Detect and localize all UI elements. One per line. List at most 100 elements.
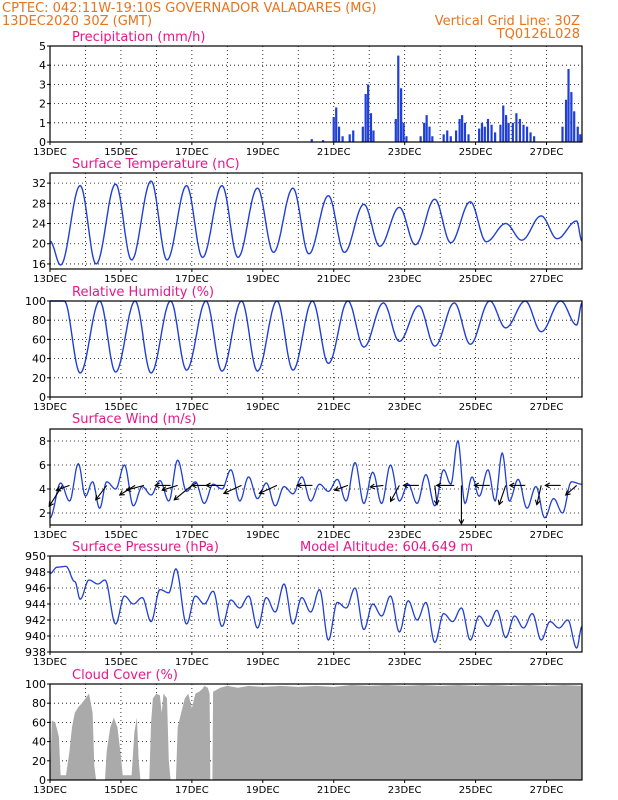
precip-xtick-label: 17DEC [175,147,209,158]
wind-vector [498,485,507,505]
wind-xtick-label: 23DEC [388,530,422,541]
precip-bar [561,126,564,142]
cloud-ytick-label: 60 [32,716,46,729]
wind-xtick-label: 25DEC [459,530,493,541]
pressure-panel: 938 940 942 944 946 948 950 13DEC 15DEC 17DEC 19DE… [25,550,583,668]
wind-xtick-label: 15DEC [104,530,138,541]
precip-xtick-label: 23DEC [388,147,422,158]
temp-line [49,180,583,266]
wind-vector-head [544,482,550,489]
precip-bar [458,118,461,142]
cloud-xtick-label: 21DEC [317,785,351,796]
wind-ytick-label: 4 [39,483,46,496]
temp-xtick-label: 19DEC [246,274,280,285]
header-model: TQ0126L028 [496,27,580,42]
temp-ytick-label: 20 [32,238,46,251]
wind-speed-line [49,439,582,519]
precip-bar [522,124,525,142]
wind-vector-head [154,482,160,489]
wind-vector-head [389,496,396,503]
precip-bar [402,122,405,142]
precip-bar [310,139,313,142]
temp-xtick-label: 17DEC [175,274,209,285]
cloud-ytick-label: 20 [32,755,46,768]
wind-panel: 2 4 6 8 13DEC 15DEC 17DEC 19DEC 21DEC 23DEC 25DEC 2… [33,428,583,541]
precip-bar [579,134,582,142]
precip-bar [478,128,481,142]
rh-xtick-label: 21DEC [317,402,351,413]
wind-ytick-label: 6 [39,459,46,472]
precip-bar [518,118,522,142]
cloud-xtick-label: 25DEC [459,785,493,796]
precip-bar [367,84,370,142]
rh-ytick-label: 20 [32,372,46,385]
wind-vector-head [497,499,504,506]
precip-title: Precipitation (mm/h) [72,30,205,45]
wind-vector-head [161,486,168,492]
temp-title: Surface Temperature (nC) [72,157,240,172]
cloud-xtick-label: 27DEC [530,785,564,796]
temp-ytick-label: 32 [32,177,46,190]
rh-ytick-label: 60 [32,333,46,346]
wind-xtick-label: 17DEC [175,530,209,541]
wind-vector-head [95,494,101,501]
wind-vector-head [205,482,211,489]
precip-panel: 0 1 2 3 4 5 13DEC 15DEC 17DEC 19DEC 21DEC 23DEC 25DE… [33,40,583,158]
wind-vector [259,484,278,494]
precip-bar [494,132,497,142]
wind-xtick-label: 21DEC [317,530,351,541]
cloud-xtick-label: 17DEC [175,785,209,796]
cloud-xtick-label: 13DEC [33,785,67,796]
precip-xtick-label: 19DEC [246,147,280,158]
wind-vector [173,484,193,501]
pressure-ytick-label: 944 [25,598,46,611]
precip-xtick-label: 21DEC [317,147,351,158]
precip-xtick-label: 25DEC [459,147,493,158]
precip-bar [502,105,505,142]
precip-bar [364,94,367,142]
wind-vector-head [118,490,125,496]
rh-line [50,300,583,374]
precip-frame [49,45,583,143]
precip-bar [431,136,434,142]
wind-xtick-label: 13DEC [33,530,67,541]
precip-bar [321,140,325,142]
wind-vector-head [222,489,229,495]
precip-bar [442,134,445,142]
wind-title: Surface Wind (m/s) [72,412,196,427]
temp-ytick-label: 24 [32,218,46,231]
wind-vector-head [258,489,265,495]
precip-bar [573,111,576,142]
model-altitude: Model Altitude: 604.649 m [300,540,473,555]
precip-bar [511,122,514,142]
temp-xtick-label: 21DEC [317,274,351,285]
wind-vector [223,484,242,494]
temp-xtick-label: 15DEC [104,274,138,285]
precip-bar [529,132,532,142]
wind-vector-head [458,519,465,525]
wind-vector-head [402,482,409,489]
wind-ytick-label: 8 [39,435,46,448]
precip-ytick-label: 1 [39,117,46,130]
precip-bar [449,136,452,142]
wind-vector [370,484,384,488]
precip-bar [570,92,573,142]
pressure-line [49,565,583,649]
precip-bar [507,122,510,142]
cloud-title: Cloud Cover (%) [72,668,178,683]
cloud-ytick-label: 0 [39,774,46,787]
wind-vector-head [333,486,340,492]
wind-vector [56,484,70,491]
rh-xtick-label: 13DEC [33,402,67,413]
wind-vector-head [433,499,440,506]
rh-xtick-label: 27DEC [530,402,564,413]
pressure-xtick-label: 23DEC [388,657,422,668]
cloud-xtick-label: 19DEC [246,785,280,796]
cloud-area [50,685,582,780]
pressure-ytick-label: 940 [25,630,46,643]
rh-title: Relative Humidity (%) [72,285,214,300]
precip-bar [419,136,422,142]
precip-bar [463,122,467,142]
pressure-xtick-label: 15DEC [104,657,138,668]
